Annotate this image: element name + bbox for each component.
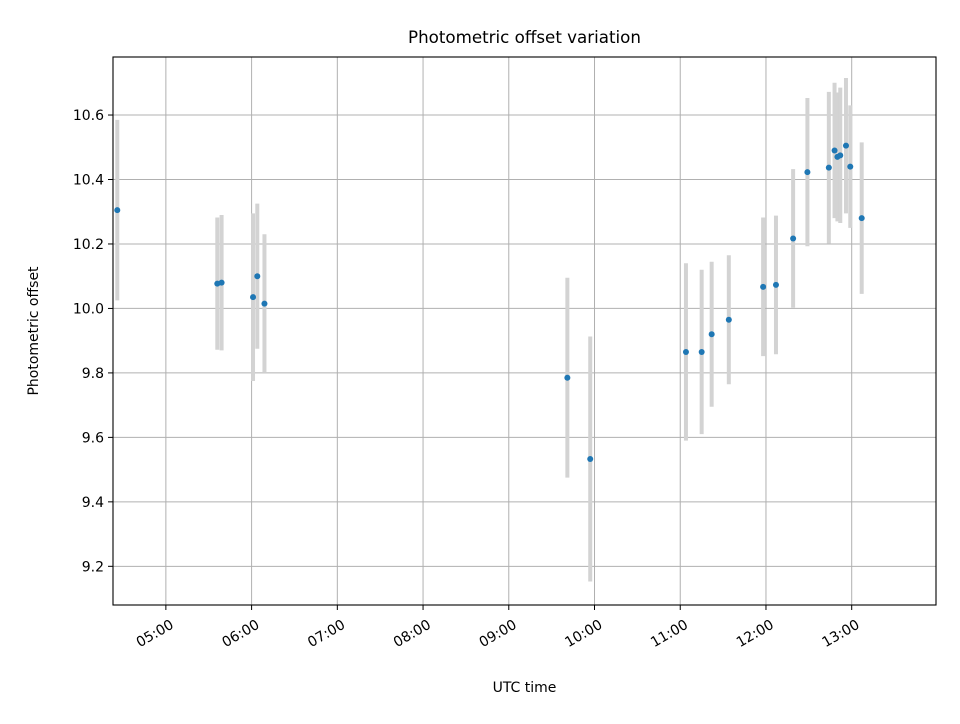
data-point — [587, 455, 594, 462]
data-point — [772, 281, 779, 288]
y-tick-label: 9.2 — [82, 559, 104, 575]
data-point — [114, 207, 121, 214]
data-point — [698, 348, 705, 355]
data-point — [725, 316, 732, 323]
y-tick-label: 10.6 — [73, 108, 104, 124]
y-tick-label: 10.0 — [73, 301, 104, 317]
x-axis-label: UTC time — [493, 680, 557, 696]
y-tick-label: 10.2 — [73, 237, 104, 253]
data-point — [682, 348, 689, 355]
data-point — [254, 273, 261, 280]
data-point — [842, 142, 849, 149]
y-axis-label: Photometric offset — [26, 266, 42, 396]
y-tick-label: 10.4 — [73, 172, 104, 188]
y-tick-label: 9.4 — [82, 495, 104, 511]
y-tick-label: 9.8 — [82, 366, 104, 382]
data-points — [114, 142, 865, 462]
data-point — [847, 163, 854, 170]
data-point — [858, 215, 865, 222]
y-tick-label: 9.6 — [82, 430, 104, 446]
y-axis-ticks: 9.2 9.4 9.6 9.8 10.0 10.2 10.4 10.6 — [73, 108, 113, 575]
data-point — [790, 235, 797, 242]
data-point — [261, 300, 268, 307]
data-point — [760, 283, 767, 290]
data-point — [250, 294, 257, 301]
data-point — [564, 374, 571, 381]
chart-title: Photometric offset variation — [408, 27, 641, 47]
data-point — [218, 279, 225, 286]
grid-lines — [113, 57, 936, 605]
data-point — [708, 331, 715, 338]
plot-frame — [112, 56, 937, 606]
data-point — [831, 147, 838, 154]
data-point — [804, 169, 811, 176]
data-point — [825, 164, 832, 171]
data-point — [837, 152, 844, 159]
